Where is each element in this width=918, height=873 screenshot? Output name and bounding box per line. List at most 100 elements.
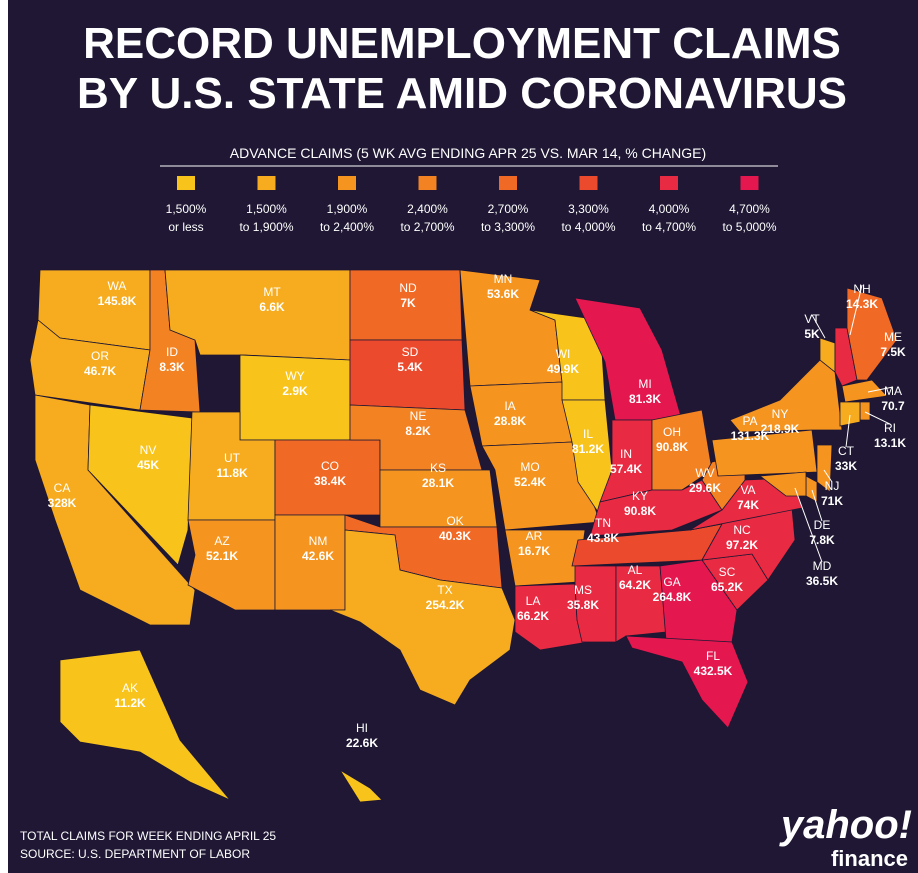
state-claims: 7.5K	[880, 345, 906, 359]
legend-label: 4,700%	[729, 202, 770, 216]
state-abbr: SD	[402, 345, 419, 359]
state-shape	[839, 401, 861, 427]
leader-line	[845, 414, 851, 448]
legend-label: to 4,000%	[561, 220, 615, 234]
state-claims: 52.1K	[206, 549, 238, 563]
leader-line	[811, 314, 826, 339]
state-claims: 90.8K	[624, 504, 656, 518]
state-abbr: MN	[494, 272, 513, 286]
state-shape	[859, 401, 871, 421]
state-abbr: IN	[620, 447, 632, 461]
state-shape	[689, 507, 796, 581]
state-abbr: AK	[122, 681, 138, 695]
state-claims: 36.5K	[806, 574, 838, 588]
state-abbr: WI	[556, 347, 571, 361]
state-claims: 5K	[804, 327, 820, 341]
state-claims: 7.8K	[809, 533, 835, 547]
state-claims: 45K	[137, 458, 159, 472]
state-claims: 52.4K	[514, 475, 546, 489]
state-abbr: NY	[772, 407, 789, 421]
legend-label: to 1,900%	[239, 220, 293, 234]
state-abbr: PA	[742, 414, 757, 428]
leader-line	[867, 386, 894, 393]
state-shape	[59, 649, 231, 801]
state-claims: 49.9K	[547, 362, 579, 376]
state-claims: 57.4K	[610, 462, 642, 476]
state-abbr: HI	[356, 721, 368, 735]
state-shape	[846, 287, 898, 381]
legend-label: 2,400%	[407, 202, 448, 216]
legend-swatch	[499, 176, 517, 190]
state-claims: 6.6K	[259, 300, 285, 314]
title-line: BY U.S. STATE AMID CORONAVIRUS	[77, 69, 847, 118]
legend-label: to 2,700%	[400, 220, 454, 234]
state-claims: 70.7	[881, 399, 905, 413]
state-claims: 16.7K	[518, 544, 550, 558]
state-abbr: ME	[884, 330, 902, 344]
map	[29, 269, 898, 803]
footer-source: SOURCE: U.S. DEPARTMENT OF LABOR	[20, 847, 250, 861]
state-shape	[659, 559, 738, 643]
state-abbr: MA	[884, 384, 902, 398]
legend-label: 2,700%	[488, 202, 529, 216]
state-claims: 74K	[737, 498, 759, 512]
state-abbr: NE	[410, 409, 427, 423]
state-claims: 65.2K	[711, 580, 743, 594]
state-abbr: CO	[321, 459, 339, 473]
legend-label: 1,500%	[246, 202, 287, 216]
state-claims: 145.8K	[98, 294, 137, 308]
state-claims: 131.3K	[731, 429, 770, 443]
state-claims: 90.8K	[656, 440, 688, 454]
state-abbr: MT	[263, 285, 281, 299]
legend-label: to 3,300%	[481, 220, 535, 234]
state-claims: 14.3K	[846, 297, 878, 311]
state-abbr: AL	[628, 563, 643, 577]
state-claims: 66.2K	[517, 609, 549, 623]
leader-line	[794, 487, 823, 563]
title-line: RECORD UNEMPLOYMENT CLAIMS	[83, 19, 841, 68]
state-claims: 264.8K	[653, 590, 692, 604]
state-abbr: CA	[54, 481, 71, 495]
state-abbr: KS	[430, 461, 446, 475]
state-claims: 7K	[400, 296, 416, 310]
state-abbr: MO	[520, 460, 539, 474]
state-claims: 81.3K	[629, 392, 661, 406]
state-claims: 11.2K	[114, 696, 146, 710]
legend-swatch	[418, 176, 437, 190]
state-abbr: GA	[663, 575, 680, 589]
state-claims: 29.6K	[689, 481, 721, 495]
leader-line	[849, 284, 863, 336]
logo-brand: yahoo!	[779, 803, 912, 847]
legend-label: 1,500%	[166, 202, 207, 216]
legend-label: or less	[168, 220, 203, 234]
state-abbr: IL	[583, 427, 593, 441]
state-abbr: OR	[91, 349, 109, 363]
state-abbr: FL	[706, 649, 720, 663]
state-claims: 8.3K	[159, 360, 185, 374]
state-abbr: AZ	[214, 534, 229, 548]
state-abbr: OK	[446, 514, 463, 528]
state-abbr: NC	[733, 523, 751, 537]
state-claims: 33K	[835, 459, 857, 473]
state-shape	[834, 327, 858, 387]
legend-label: to 4,700%	[642, 220, 696, 234]
legend-label: to 2,400%	[320, 220, 374, 234]
state-shape	[87, 404, 193, 566]
state-claims: 71K	[821, 494, 843, 508]
state-claims: 432.5K	[694, 664, 733, 678]
state-abbr: NJ	[825, 479, 840, 493]
state-abbr: ID	[166, 345, 178, 359]
state-claims: 5.4K	[397, 360, 423, 374]
state-abbr: UT	[224, 451, 241, 465]
state-abbr: TX	[437, 583, 452, 597]
state-abbr: NM	[309, 534, 328, 548]
state-abbr: WA	[108, 279, 127, 293]
state-claims: 254.2K	[426, 598, 465, 612]
state-abbr: OH	[663, 425, 681, 439]
state-claims: 40.3K	[439, 529, 471, 543]
state-abbr: KY	[632, 489, 648, 503]
state-abbr: WY	[285, 369, 304, 383]
footer-note: TOTAL CLAIMS FOR WEEK ENDING APRIL 25	[20, 829, 276, 843]
state-abbr: MI	[638, 377, 651, 391]
